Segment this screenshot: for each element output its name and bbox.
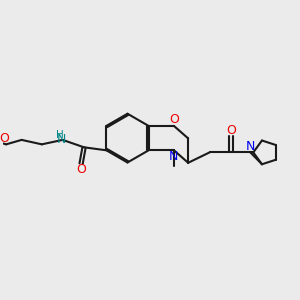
- Text: H: H: [56, 130, 64, 140]
- Text: O: O: [76, 163, 86, 176]
- Text: N: N: [246, 140, 256, 153]
- Text: N: N: [56, 134, 66, 146]
- Text: N: N: [169, 150, 178, 163]
- Text: O: O: [169, 113, 179, 127]
- Text: O: O: [0, 133, 10, 146]
- Text: O: O: [226, 124, 236, 137]
